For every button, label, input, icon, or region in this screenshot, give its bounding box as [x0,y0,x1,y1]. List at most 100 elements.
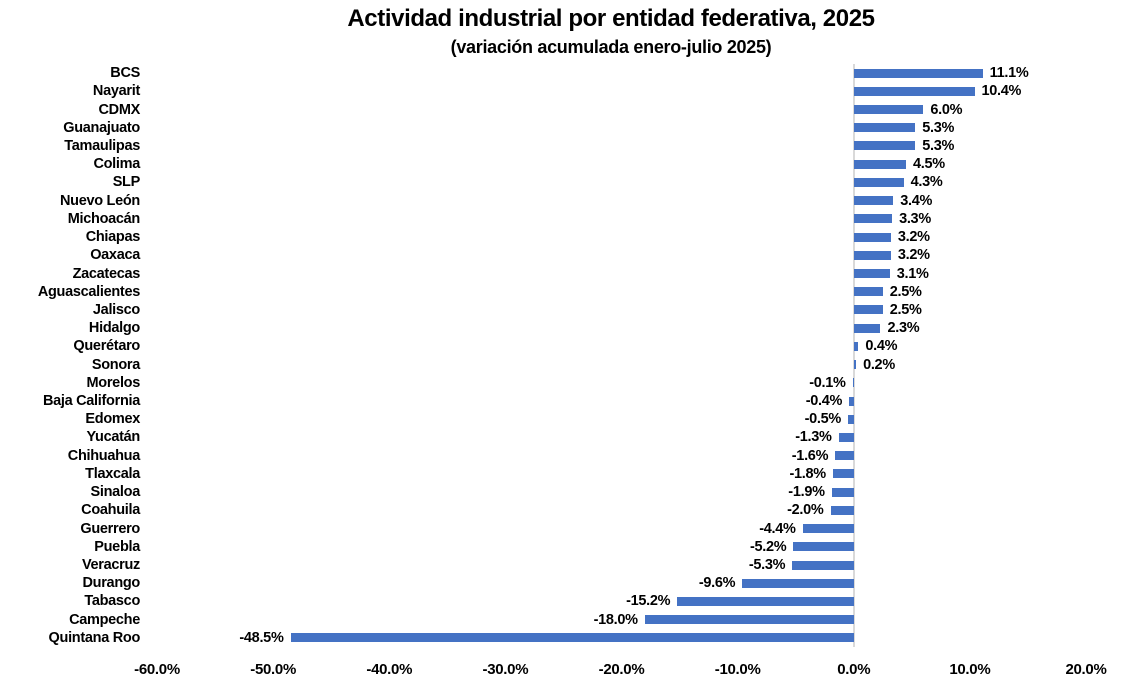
category-label: Jalisco [92,301,140,318]
bar [853,214,893,224]
category-label: Tabasco [84,593,140,610]
category-label: Zacatecas [72,265,141,282]
value-label: -1.3% [795,429,832,446]
bar [677,596,854,606]
x-axis-tick-label: 0.0% [837,661,871,678]
bar [847,414,854,424]
value-label: -9.6% [698,575,736,592]
value-label: -2.0% [787,502,824,519]
value-label: 0.4% [865,338,898,355]
bar [290,633,854,643]
category-label: Chihuahua [67,447,141,464]
value-label: -5.3% [748,557,786,574]
category-label: Oaxaca [90,247,140,264]
bar [853,141,916,151]
bar [792,560,854,570]
value-label: 2.5% [889,301,922,318]
value-label: -1.8% [789,465,826,482]
bar [852,378,854,388]
value-label: 5.3% [922,119,955,136]
category-label: Campeche [69,611,140,628]
value-label: -48.5% [239,629,284,646]
category-label: Quintana Roo [48,629,141,646]
zero-axis-line [853,64,855,647]
category-label: Hidalgo [88,320,140,337]
value-label: 11.1% [989,65,1029,82]
category-label: Coahuila [81,502,140,519]
category-label: Guerrero [80,520,140,537]
value-label: -0.4% [805,393,843,410]
value-label: 3.1% [896,265,929,282]
category-label: Edomex [85,411,140,428]
value-label: 4.3% [910,174,943,191]
bar [853,323,881,333]
value-label: -4.4% [759,520,796,537]
bar [802,524,854,534]
category-label: Baja California [42,393,140,410]
category-label: SLP [112,174,141,191]
value-label: -15.2% [626,593,671,610]
x-axis-tick-label: -40.0% [366,661,413,678]
bar [853,196,894,206]
category-label: Michoacán [67,210,141,227]
bar [830,505,854,515]
value-label: 5.3% [922,137,955,154]
bar [793,542,854,552]
bar [853,68,983,78]
chart-subtitle: (variación acumulada enero-julio 2025) [450,37,772,57]
category-label: Aguascalientes [37,283,140,300]
category-label: Sonora [91,356,140,373]
category-label: Colima [93,156,140,173]
bar [853,105,924,115]
bar [853,86,975,96]
bar [853,123,916,133]
category-label: Yucatán [86,429,140,446]
chart-title: Actividad industrial por entidad federat… [347,5,875,32]
bar [849,396,854,406]
x-axis-tick-label: -30.0% [482,661,529,678]
value-label: -0.5% [804,411,842,428]
x-axis-tick-label: -20.0% [598,661,645,678]
bar [835,451,854,461]
category-label: Puebla [94,538,140,555]
bar [853,305,883,315]
value-label: 3.2% [897,229,930,246]
value-label: 3.2% [897,247,930,264]
bar [853,287,883,297]
value-label: 10.4% [981,83,1022,100]
value-label: -18.0% [593,611,638,628]
value-label: 6.0% [930,101,963,118]
bar [853,250,891,260]
category-label: BCS [110,65,140,82]
value-label: 4.5% [913,156,945,173]
value-label: 2.5% [889,283,922,300]
category-label: Tlaxcala [85,465,140,482]
value-label: 0.2% [863,356,895,373]
category-label: Sinaloa [90,484,141,501]
x-axis-tick-label: -10.0% [714,661,761,678]
bar [853,232,891,242]
value-label: -0.1% [809,374,846,391]
x-axis-tick-label: 10.0% [949,661,991,678]
category-label: Chiapas [85,229,141,246]
bar [832,469,854,479]
value-label: -5.2% [749,538,787,555]
category-label: Durango [82,575,140,592]
category-label: Tamaulipas [64,137,140,154]
value-label: -1.6% [791,447,829,464]
bar [853,159,906,169]
bar [644,615,854,625]
x-axis-tick-label: -60.0% [134,661,180,678]
category-label: Guanajuato [63,119,140,136]
category-label: Morelos [86,374,141,391]
category-label: Nuevo León [60,192,140,209]
bar [742,578,854,588]
category-label: CDMX [98,101,141,118]
bar [853,341,859,351]
value-label: 3.4% [900,192,933,209]
x-axis-tick-label: 20.0% [1065,661,1107,678]
category-label: Querétaro [73,338,140,355]
bar [853,177,904,187]
category-label: Veracruz [81,557,140,574]
